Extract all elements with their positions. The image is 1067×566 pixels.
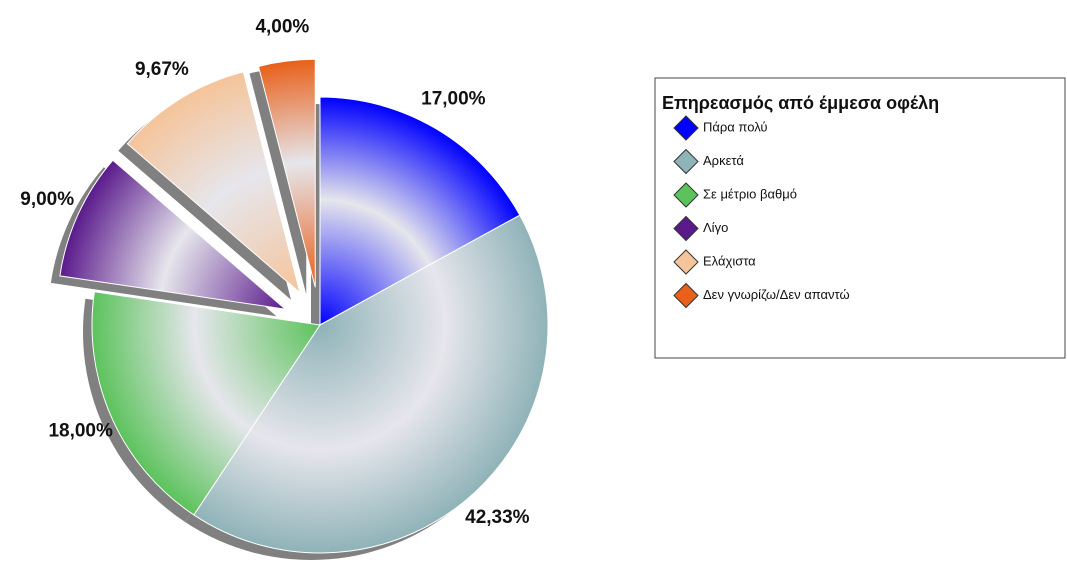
slice	[257, 58, 316, 288]
data-label: 18,00%	[48, 421, 113, 442]
slice	[319, 96, 521, 326]
slice	[126, 71, 301, 295]
legend-label: Πάρα πολύ	[703, 119, 768, 134]
slice	[59, 159, 288, 310]
legend-label: Ελάχιστα	[703, 253, 756, 268]
slice	[193, 214, 549, 554]
data-label: 9,00%	[20, 189, 74, 210]
data-label: 42,33%	[465, 507, 530, 528]
legend-label: Αρκετά	[703, 153, 744, 168]
legend-swatch	[673, 182, 699, 208]
data-label: 4,00%	[255, 16, 309, 37]
legend-swatch	[673, 282, 699, 309]
data-label: 9,67%	[135, 59, 189, 80]
legend-label: Λίγο	[703, 220, 728, 235]
data-label: 17,00%	[421, 89, 486, 110]
legend-box	[654, 77, 1066, 359]
legend-label: Σε μέτριο βαθμό	[703, 186, 797, 201]
legend-label: Δεν γνωρίζω/Δεν απαντώ	[703, 287, 850, 302]
legend-swatch	[673, 148, 699, 175]
legend-title: Επηρεασμός από έμμεσα οφέλη	[662, 93, 939, 113]
legend-swatch	[673, 215, 699, 242]
legend-swatch	[673, 249, 699, 275]
slice	[91, 291, 321, 516]
legend-swatch	[673, 115, 699, 141]
